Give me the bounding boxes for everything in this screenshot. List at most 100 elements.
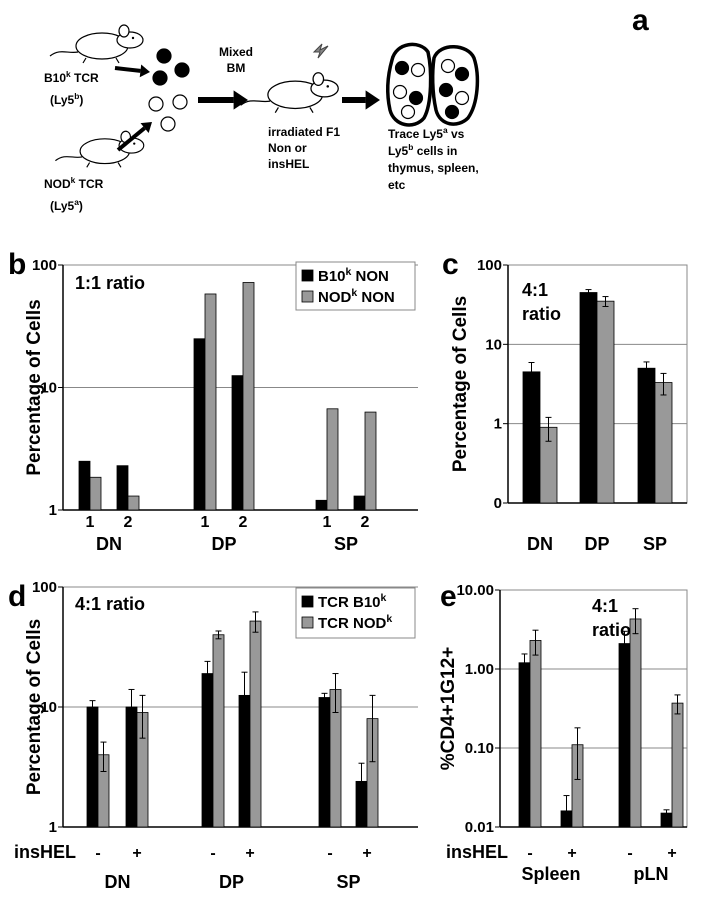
cell — [408, 90, 424, 106]
y-tick-label: 0 — [494, 495, 502, 512]
donor-label-part: NOD — [44, 177, 71, 191]
legend-label-part: k — [346, 266, 352, 278]
annotation: ratio — [522, 304, 561, 324]
arrow-head — [365, 90, 380, 110]
panel-letter: b — [8, 248, 26, 281]
legend-swatch — [301, 595, 314, 608]
legend-label-part: k — [381, 592, 387, 604]
mouse-legs — [274, 107, 314, 113]
legend-label: NODk NON — [318, 287, 395, 306]
donor-label: (Ly5a) — [50, 197, 83, 213]
x-tick-label: - — [95, 845, 100, 862]
donor-label: B10k TCR — [44, 69, 99, 85]
category-axis-label: insHEL — [14, 842, 76, 862]
donor-label-part: (Ly5 — [50, 199, 75, 213]
donor-label-part: (Ly5 — [50, 93, 75, 107]
x-tick-label: DN — [527, 534, 553, 554]
x-tick-label: 1 — [201, 514, 210, 531]
legend-label: TCR B10k — [318, 592, 387, 611]
bar — [242, 282, 255, 511]
bar — [201, 673, 214, 828]
x-tick-label: + — [667, 845, 676, 862]
trace-label: Ly5b cells in — [388, 142, 457, 158]
y-axis-label: Percentage of Cells — [24, 619, 45, 795]
legend-label-part: k — [386, 613, 392, 625]
panel-letter: e — [440, 580, 457, 613]
bar — [529, 640, 542, 828]
bar — [637, 367, 656, 504]
bar — [116, 465, 129, 511]
x-tick-label: 2 — [124, 514, 133, 531]
mouse-tail — [49, 51, 79, 57]
annotation: ratio — [592, 620, 631, 640]
mouse-legs — [82, 57, 120, 64]
y-tick-label: 1 — [494, 416, 502, 433]
legend-label-part: TCR B10 — [318, 594, 381, 611]
donor-label-part: B10 — [44, 71, 66, 85]
x-tick-label: - — [210, 845, 215, 862]
group-label: pLN — [634, 864, 669, 884]
cell — [156, 48, 172, 64]
legend-label-part: NON — [351, 268, 389, 285]
legend-swatch — [301, 616, 314, 629]
mixed-label: BM — [227, 61, 246, 75]
annotation: 4:1 — [522, 280, 548, 300]
cell — [174, 62, 190, 78]
bar — [212, 634, 225, 828]
y-axis-label: Percentage of Cells — [24, 299, 45, 475]
bar — [629, 618, 642, 828]
bar — [353, 495, 366, 511]
bar — [318, 697, 331, 828]
annotation: 4:1 — [592, 596, 618, 616]
donor-label-part: ) — [79, 93, 83, 107]
cell — [438, 82, 454, 98]
x-tick-label: - — [327, 845, 332, 862]
mouse-tail — [240, 100, 271, 106]
y-tick-label: 1.00 — [465, 661, 494, 678]
group-label: SP — [336, 872, 360, 892]
mouse-icon — [240, 72, 339, 113]
mouse-tail — [55, 156, 83, 162]
group-label: Spleen — [521, 864, 580, 884]
donor-label-part: TCR — [71, 71, 99, 85]
cell — [440, 58, 456, 74]
donor-label: (Ly5b) — [50, 91, 83, 107]
recipient-label: insHEL — [268, 157, 309, 171]
bar — [522, 371, 541, 504]
y-tick-label: 1 — [49, 502, 57, 519]
x-tick-label: + — [567, 845, 576, 862]
group-label: SP — [334, 534, 358, 554]
x-tick-label: + — [132, 845, 141, 862]
y-tick-label: 10 — [485, 336, 502, 353]
x-tick-label: + — [362, 845, 371, 862]
legend-box — [295, 261, 416, 311]
cell — [394, 60, 410, 76]
y-tick-label: 10.00 — [456, 582, 494, 599]
bar — [204, 293, 217, 511]
y-tick-label: 0.01 — [465, 819, 494, 836]
cell — [152, 70, 168, 86]
panel-letter: c — [442, 248, 459, 281]
y-tick-label: 1 — [49, 819, 57, 836]
cell — [148, 96, 164, 112]
bar — [364, 411, 377, 511]
bar — [127, 495, 140, 511]
x-tick-label: SP — [643, 534, 667, 554]
bar — [654, 382, 673, 504]
recipient-label: Non or — [268, 141, 307, 155]
lightning — [312, 43, 329, 59]
y-axis-label: Percentage of Cells — [450, 296, 471, 472]
legend-label-part: NON — [357, 289, 395, 306]
donor-label-part: k — [71, 175, 76, 185]
donor-label-part: k — [66, 69, 71, 79]
trace-label: etc — [388, 178, 406, 192]
cell — [160, 116, 176, 132]
panel-letter: d — [8, 580, 26, 613]
trace-label-part: vs — [448, 127, 465, 141]
mouse-ear — [312, 72, 325, 86]
annotation: 4:1 ratio — [75, 594, 145, 614]
trace-label-part: a — [443, 125, 448, 135]
x-tick-label: 2 — [361, 514, 370, 531]
bar — [671, 702, 684, 828]
